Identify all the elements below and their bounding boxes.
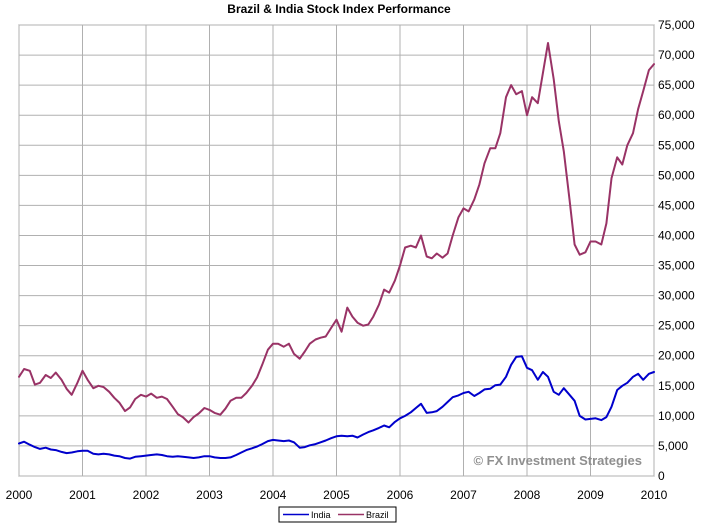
x-tick-label: 2002: [133, 488, 160, 502]
y-tick-label: 70,000: [658, 48, 695, 62]
y-tick-label: 75,000: [658, 18, 695, 32]
series-line-brazil: [18, 42, 655, 424]
y-tick-label: 25,000: [658, 319, 695, 333]
x-tick-label: 2000: [6, 488, 33, 502]
x-tick-label: 2010: [641, 488, 668, 502]
series-lines: [18, 42, 655, 460]
x-tick-label: 2004: [260, 488, 287, 502]
y-tick-label: 10,000: [658, 409, 695, 423]
legend-box: [278, 506, 397, 523]
x-axis-tick-labels: 2000 2001 2002 2003 2004 2005 2006 2007 2008 2009…: [6, 488, 668, 502]
x-tick-label: 2008: [514, 488, 541, 502]
x-tick-label: 2001: [69, 488, 96, 502]
y-tick-label: 55,000: [658, 138, 695, 152]
y-tick-label: 20,000: [658, 349, 695, 363]
y-tick-label: 15,000: [658, 379, 695, 393]
y-axis-tick-labels: 0 5,000 10,000 15,000 20,000 25,000 30,000 35,0…: [658, 18, 695, 483]
x-tick-label: 2007: [450, 488, 477, 502]
chart-legend: India Brazil: [278, 506, 397, 523]
y-tick-label: 0: [658, 469, 665, 483]
chart-title: Brazil & India Stock Index Performance: [227, 2, 451, 16]
gridlines: [18, 24, 655, 477]
y-tick-label: 45,000: [658, 198, 695, 212]
legend-label-brazil: Brazil: [366, 510, 389, 520]
x-tick-label: 2009: [577, 488, 604, 502]
y-tick-label: 40,000: [658, 228, 695, 242]
y-tick-label: 30,000: [658, 289, 695, 303]
y-tick-label: 35,000: [658, 259, 695, 273]
y-tick-label: 5,000: [658, 439, 688, 453]
y-tick-label: 60,000: [658, 108, 695, 122]
x-tick-label: 2003: [196, 488, 223, 502]
x-tick-label: 2006: [387, 488, 414, 502]
y-tick-label: 65,000: [658, 78, 695, 92]
watermark: © FX Investment Strategies: [473, 453, 642, 468]
x-tick-label: 2005: [323, 488, 350, 502]
y-tick-label: 50,000: [658, 168, 695, 182]
series-line-india: [18, 355, 655, 460]
legend-label-india: India: [311, 510, 331, 520]
